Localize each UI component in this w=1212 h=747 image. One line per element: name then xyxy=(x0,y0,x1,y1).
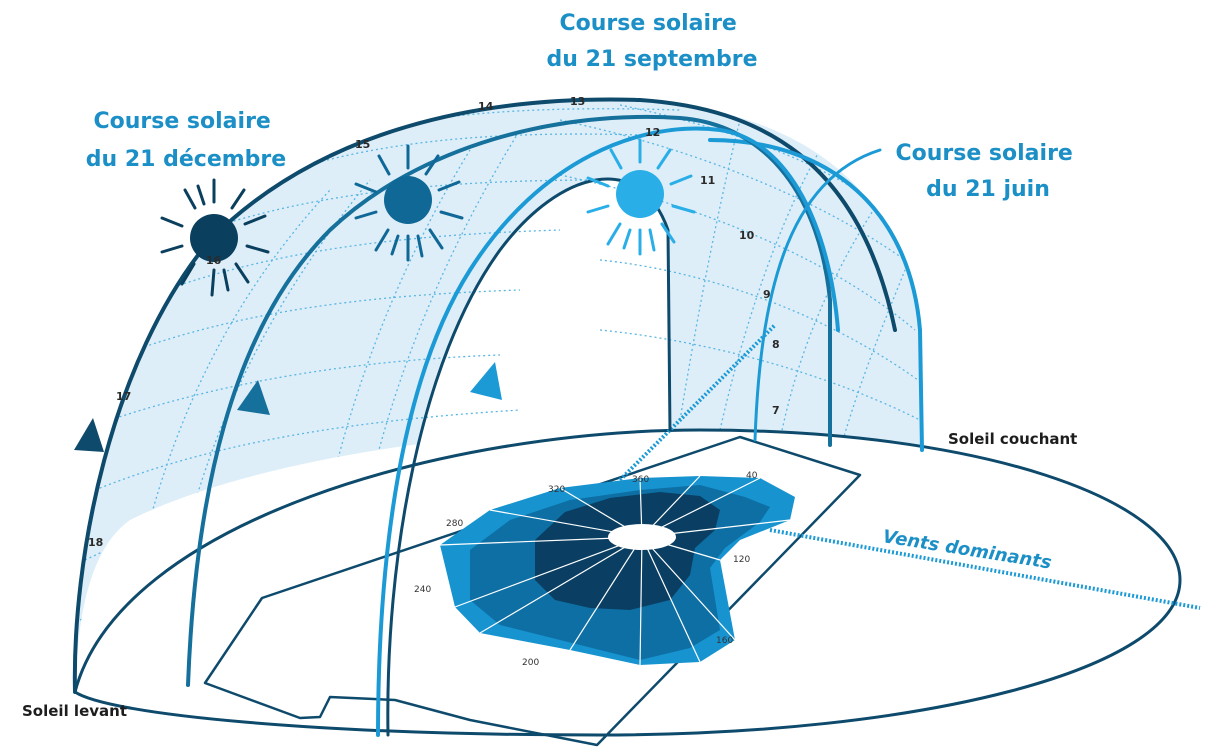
september-sun-path xyxy=(186,114,832,687)
north-axis-line xyxy=(618,323,777,482)
hour-label: 15 xyxy=(355,138,370,151)
label-june-line1: Course solaire xyxy=(895,141,1072,166)
label-sunrise: Soleil levant xyxy=(22,702,127,720)
label-june-line2: du 21 juin xyxy=(926,177,1050,202)
wind-direction-line xyxy=(769,528,1201,610)
wind-rose xyxy=(439,475,795,666)
hour-label: 16 xyxy=(206,254,222,267)
wind-rose-center xyxy=(608,524,676,550)
hour-label: 13 xyxy=(570,95,585,108)
hour-label: 18 xyxy=(88,536,103,549)
december-sun-path xyxy=(72,97,897,694)
hour-label: 11 xyxy=(700,174,715,187)
hour-label: 17 xyxy=(116,390,131,403)
label-september: Course solaire du 21 septembre xyxy=(547,11,758,72)
june-outer-rim xyxy=(753,148,882,442)
label-december-line2: du 21 décembre xyxy=(86,147,286,172)
degree-label: 240 xyxy=(414,585,431,595)
hour-label: 12 xyxy=(645,126,660,139)
label-december: Course solaire du 21 décembre xyxy=(86,109,286,172)
degree-label: 40 xyxy=(746,471,758,481)
september-direction-arrow xyxy=(237,380,270,415)
june-sun-path xyxy=(376,126,840,737)
label-june: Course solaire du 21 juin xyxy=(895,141,1080,202)
sun-december-icon xyxy=(160,178,270,297)
degree-label: 120 xyxy=(733,555,750,565)
label-september-line2: du 21 septembre xyxy=(547,47,758,72)
sun-september-icon xyxy=(354,144,464,262)
degree-label: 320 xyxy=(548,485,565,495)
sun-june-icon xyxy=(586,138,696,256)
label-december-line1: Course solaire xyxy=(93,109,270,134)
hour-label: 14 xyxy=(478,100,494,113)
hour-label: 8 xyxy=(772,338,780,351)
hour-label: 9 xyxy=(763,288,771,301)
june-direction-arrow xyxy=(470,362,502,400)
degree-label: 160 xyxy=(716,636,733,646)
hour-label: 7 xyxy=(772,404,780,417)
degree-label: 360 xyxy=(632,475,649,485)
degree-label: 280 xyxy=(446,519,463,529)
label-sunset: Soleil couchant xyxy=(948,430,1077,448)
hour-label: 10 xyxy=(739,229,755,242)
december-direction-arrow xyxy=(74,418,104,452)
label-september-line1: Course solaire xyxy=(559,11,736,36)
degree-label: 200 xyxy=(522,658,539,668)
